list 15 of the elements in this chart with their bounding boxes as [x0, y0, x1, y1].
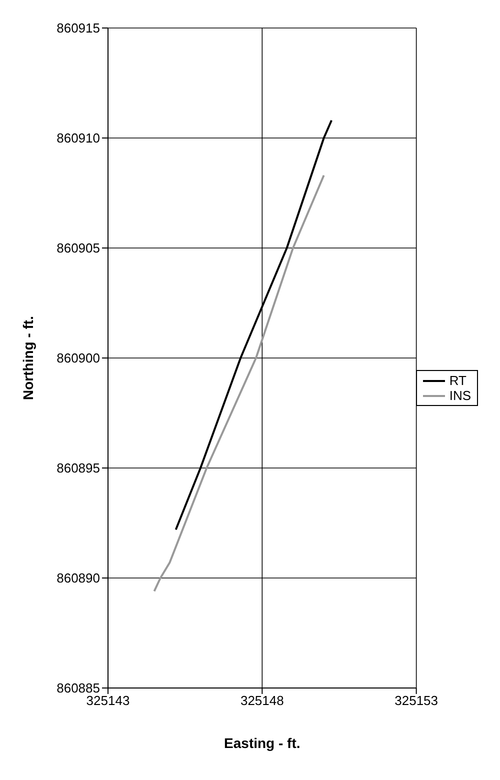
x-tick-label: 325148 [240, 693, 284, 708]
legend-label: INS [449, 388, 471, 403]
legend-label: RT [449, 373, 466, 388]
line-series [153, 174, 325, 592]
y-tick-label: 860905 [56, 240, 100, 256]
y-tick-label: 860915 [56, 20, 100, 36]
y-tick-label: 860895 [56, 460, 100, 476]
y-tick-label: 860890 [56, 570, 100, 586]
x-tick-label: 325143 [86, 693, 130, 708]
y-axis-title: Northing - ft. [20, 316, 36, 400]
y-tick-label: 860900 [56, 350, 100, 366]
y-tick-label: 860885 [56, 680, 100, 696]
x-tick-label: 325153 [394, 693, 438, 708]
x-axis-title: Easting - ft. [224, 735, 300, 751]
y-tick-label: 860910 [56, 130, 100, 146]
